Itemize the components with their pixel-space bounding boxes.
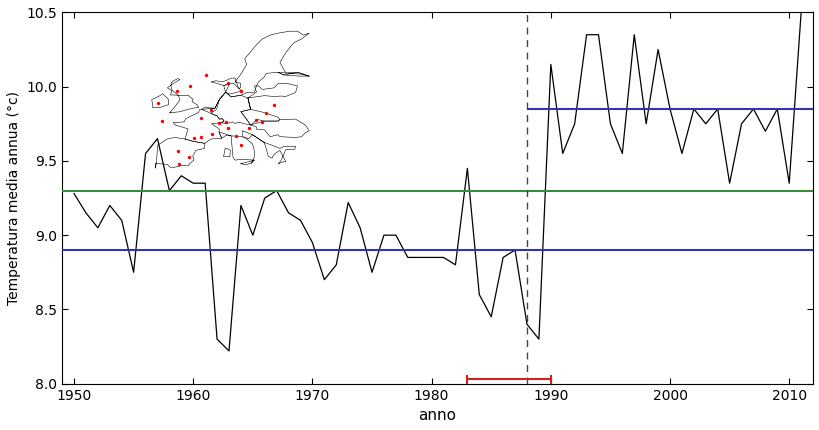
- Y-axis label: Temperatura media annua (°c): Temperatura media annua (°c): [7, 91, 21, 305]
- X-axis label: anno: anno: [418, 408, 456, 423]
